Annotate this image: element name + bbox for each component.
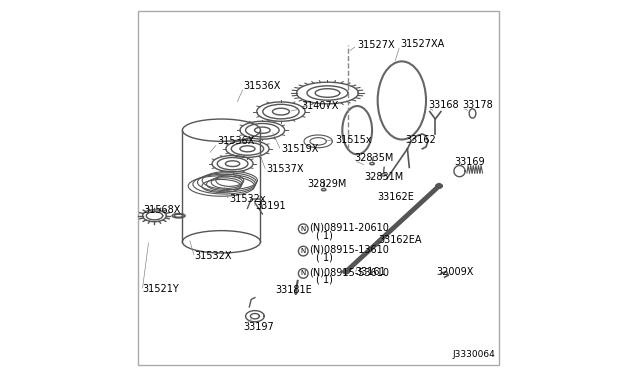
Text: 33168: 33168 [428, 100, 458, 110]
Text: 33181E: 33181E [275, 285, 312, 295]
Text: 31515x: 31515x [335, 135, 371, 144]
Text: 32835M: 32835M [354, 153, 394, 163]
Text: ( 1): ( 1) [316, 253, 333, 262]
Ellipse shape [342, 269, 349, 274]
Text: 33162EA: 33162EA [379, 235, 422, 245]
Text: J3330064: J3330064 [452, 350, 495, 359]
Text: 31537X: 31537X [266, 164, 303, 174]
Text: 32009X: 32009X [436, 267, 474, 277]
Text: 31532X: 31532X [195, 251, 232, 261]
Text: (N)08915-53610: (N)08915-53610 [309, 267, 389, 277]
Text: 32831M: 32831M [365, 172, 404, 182]
Text: N: N [301, 248, 306, 254]
Circle shape [298, 224, 308, 234]
Text: 31536X: 31536X [244, 81, 281, 90]
Text: 31519X: 31519X [281, 144, 318, 154]
Text: 33161: 33161 [355, 267, 386, 277]
Text: 33178: 33178 [462, 100, 493, 110]
Circle shape [298, 246, 308, 256]
Text: N: N [301, 270, 306, 276]
Text: 31521Y: 31521Y [142, 285, 179, 294]
Text: 33191: 33191 [255, 202, 285, 211]
Text: ( 1): ( 1) [316, 230, 333, 240]
Text: 31527XA: 31527XA [400, 39, 444, 49]
Text: (N)08915-13610: (N)08915-13610 [309, 245, 388, 255]
Text: ( 1): ( 1) [316, 275, 333, 285]
FancyBboxPatch shape [138, 11, 499, 365]
Text: 31568X: 31568X [143, 205, 180, 215]
Text: 32829M: 32829M [307, 179, 346, 189]
Text: 31407X: 31407X [301, 101, 339, 111]
Text: 33197: 33197 [244, 323, 275, 332]
Text: 31536X: 31536X [218, 137, 255, 146]
Ellipse shape [436, 184, 442, 188]
Text: 31527X: 31527X [357, 40, 395, 49]
Text: 31532x: 31532x [229, 194, 266, 204]
Text: 33162E: 33162E [378, 192, 415, 202]
Text: 33162: 33162 [406, 135, 436, 144]
Text: (N)08911-20610: (N)08911-20610 [309, 223, 388, 232]
Circle shape [298, 269, 308, 278]
Text: N: N [301, 226, 306, 232]
Text: 33169: 33169 [454, 157, 485, 167]
